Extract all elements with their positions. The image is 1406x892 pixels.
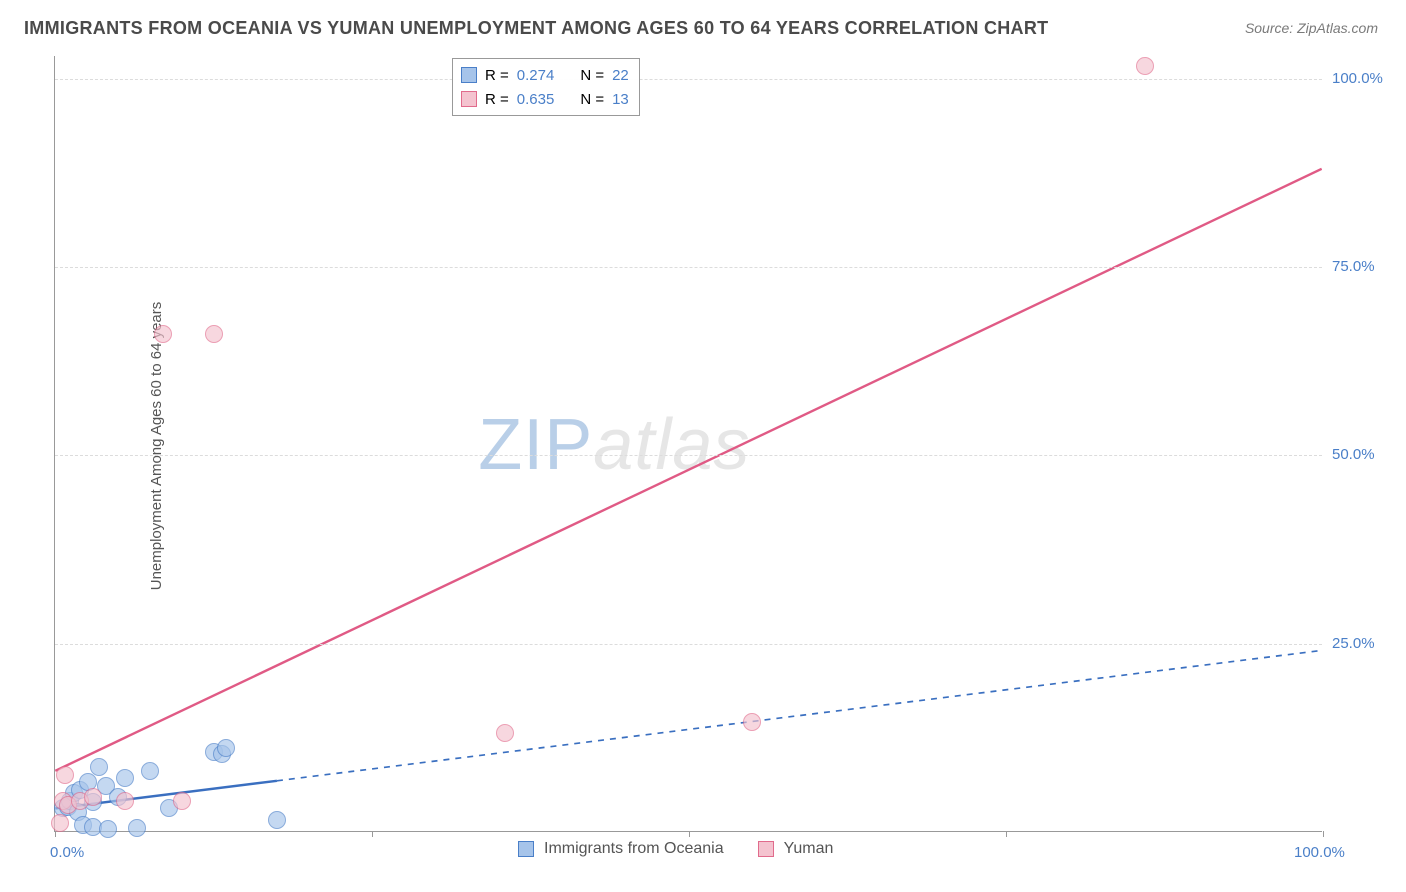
yuman-point [116,792,134,810]
legend-series-label: Yuman [784,840,834,858]
yuman-point [173,792,191,810]
source-prefix: Source: [1245,20,1297,36]
trend-lines-layer [55,56,1322,831]
oceania-point [141,762,159,780]
r-label: R = [485,91,509,108]
yuman-point [205,325,223,343]
oceania-swatch-icon [461,67,477,83]
x-tick [55,831,56,837]
y-tick-label: 25.0% [1332,635,1375,652]
gridline-h [55,267,1322,268]
yuman-swatch-icon [758,841,774,857]
x-tick [1006,831,1007,837]
x-tick-label: 0.0% [50,844,84,861]
yuman-point [496,724,514,742]
legend-series-label: Immigrants from Oceania [544,840,724,858]
oceania-trend-dashed [277,650,1322,780]
legend-series: Immigrants from Oceania Yuman [518,840,857,858]
watermark: ZIPatlas [478,404,750,486]
legend-row-yuman: R = 0.635 N = 13 [461,87,629,111]
oceania-point [90,758,108,776]
oceania-point [116,769,134,787]
n-label: N = [580,67,604,84]
plot-area: ZIPatlas [54,56,1322,832]
y-tick-label: 75.0% [1332,258,1375,275]
watermark-part1: ZIP [478,405,593,485]
x-tick-label: 100.0% [1294,844,1345,861]
gridline-h [55,79,1322,80]
oceania-point [268,811,286,829]
y-tick-label: 100.0% [1332,70,1383,87]
legend-correlation: R = 0.274 N = 22 R = 0.635 N = 13 [452,58,640,116]
gridline-h [55,455,1322,456]
yuman-point [1136,57,1154,75]
yuman-point [56,766,74,784]
watermark-part2: atlas [593,405,750,485]
r-label: R = [485,67,509,84]
r-value: 0.635 [517,91,555,108]
yuman-point [743,713,761,731]
source-label: Source: ZipAtlas.com [1245,20,1378,36]
chart-title: IMMIGRANTS FROM OCEANIA VS YUMAN UNEMPLO… [24,18,1048,39]
x-tick [689,831,690,837]
oceania-point [128,819,146,837]
yuman-point [84,788,102,806]
r-value: 0.274 [517,67,555,84]
gridline-h [55,644,1322,645]
n-value: 13 [612,91,629,108]
y-tick-label: 50.0% [1332,446,1375,463]
yuman-point [154,325,172,343]
yuman-point [51,814,69,832]
source-value: ZipAtlas.com [1297,20,1378,36]
n-label: N = [580,91,604,108]
oceania-point [99,820,117,838]
yuman-swatch-icon [461,91,477,107]
x-tick [1323,831,1324,837]
oceania-point [217,739,235,757]
n-value: 22 [612,67,629,84]
oceania-swatch-icon [518,841,534,857]
yuman-trend-solid [55,169,1321,771]
x-tick [372,831,373,837]
legend-row-oceania: R = 0.274 N = 22 [461,63,629,87]
